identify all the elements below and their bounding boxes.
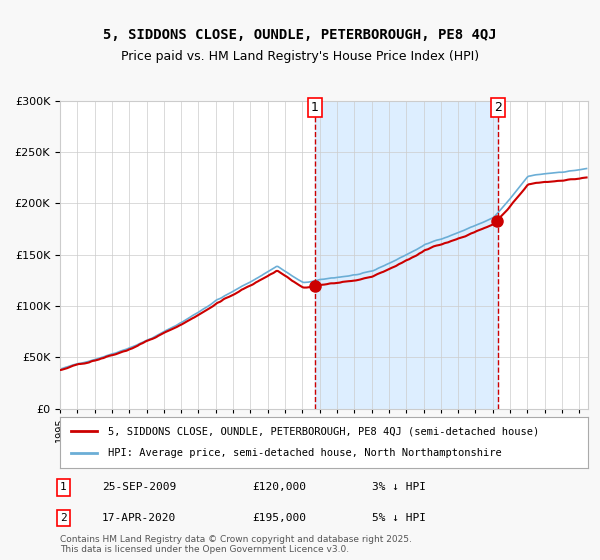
Text: £120,000: £120,000 [252,482,306,492]
Bar [315,101,498,409]
Text: 17-APR-2020: 17-APR-2020 [102,513,176,523]
Text: HPI: Average price, semi-detached house, North Northamptonshire: HPI: Average price, semi-detached house,… [107,449,501,459]
Text: £195,000: £195,000 [252,513,306,523]
Text: 3% ↓ HPI: 3% ↓ HPI [372,482,426,492]
Text: 2: 2 [494,101,502,114]
Text: 25-SEP-2009: 25-SEP-2009 [102,482,176,492]
Text: Price paid vs. HM Land Registry's House Price Index (HPI): Price paid vs. HM Land Registry's House … [121,50,479,63]
Text: Contains HM Land Registry data © Crown copyright and database right 2025.
This d: Contains HM Land Registry data © Crown c… [60,535,412,554]
Text: 5% ↓ HPI: 5% ↓ HPI [372,513,426,523]
Text: 2: 2 [60,513,67,523]
Text: 1: 1 [311,101,319,114]
Text: 1: 1 [60,482,67,492]
Text: 5, SIDDONS CLOSE, OUNDLE, PETERBOROUGH, PE8 4QJ: 5, SIDDONS CLOSE, OUNDLE, PETERBOROUGH, … [103,28,497,42]
Text: 5, SIDDONS CLOSE, OUNDLE, PETERBOROUGH, PE8 4QJ (semi-detached house): 5, SIDDONS CLOSE, OUNDLE, PETERBOROUGH, … [107,426,539,436]
